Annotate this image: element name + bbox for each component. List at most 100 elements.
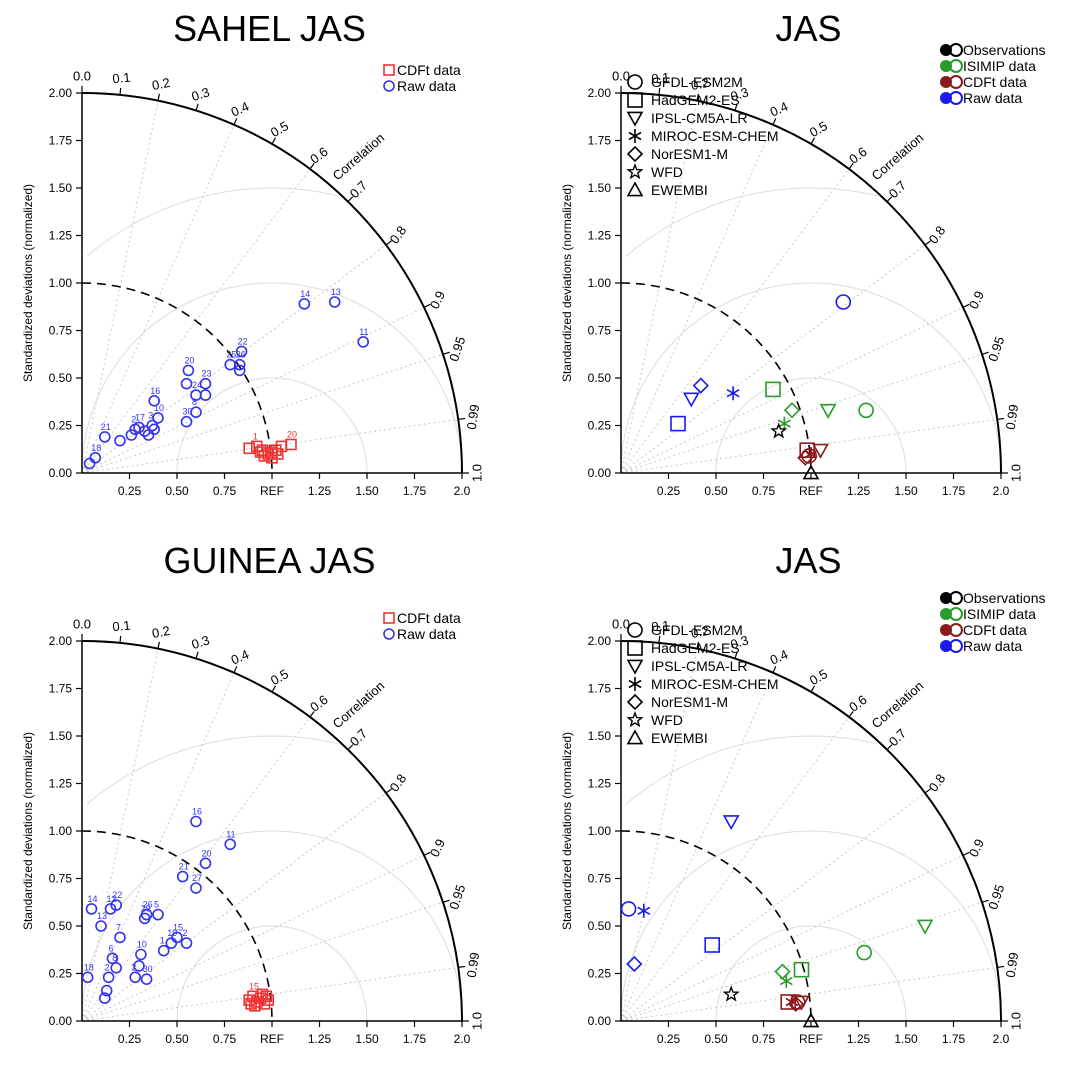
outer-arc	[620, 92, 1002, 474]
y-tick-label: 0.75	[49, 872, 73, 886]
correlation-ticks: 0.0 0.1 0.2 0.3 0.4 0.5 0.6 0.7 0.8 0.9 0.95 0.99 1.…	[73, 68, 484, 482]
correlation-tick	[734, 103, 738, 111]
x-tick-label: 1.75	[942, 484, 966, 498]
data-point	[770, 422, 788, 439]
series-raw-data	[670, 294, 852, 432]
correlation-tick	[233, 666, 238, 673]
legend-marker	[626, 711, 644, 728]
data-point	[180, 937, 193, 949]
correlation-tick-label: 0.4	[229, 99, 252, 120]
data-point	[258, 450, 271, 462]
correlation-tick	[157, 641, 160, 649]
y-tick-label: 1.00	[588, 276, 612, 290]
correlation-tick	[772, 118, 777, 125]
correlation-tick-label: 0.9	[427, 837, 448, 860]
correlation-tick-label: 0.4	[768, 99, 791, 120]
data-point	[243, 442, 255, 455]
data-point-label: 16	[150, 386, 160, 396]
data-point	[106, 952, 119, 965]
y-tick-label: 0.25	[49, 967, 73, 981]
y-tick-label: 1.75	[588, 682, 612, 696]
rmsd-circle	[625, 735, 878, 805]
x-tick-label: 1.50	[355, 484, 379, 498]
data-point	[102, 971, 115, 984]
rmsd-circle	[620, 830, 1002, 1022]
reference-arc	[620, 830, 812, 1022]
data-point-label: 11	[359, 327, 368, 337]
data-point	[180, 377, 193, 390]
data-point-label: 26	[236, 350, 246, 360]
legend-swatch-ring	[949, 59, 963, 73]
correlation-tick-label: 0.95	[446, 883, 468, 912]
data-point-label: 6	[108, 943, 113, 953]
x-tick-label: 2.0	[454, 1032, 471, 1046]
y-tick-label: 1.50	[49, 729, 73, 743]
correlation-tick-label: 0.2	[690, 623, 711, 641]
rmsd-circle	[81, 282, 463, 474]
correlation-label: Correlation	[330, 130, 388, 183]
correlation-tick-label: 0.1	[112, 618, 131, 635]
data-point	[271, 448, 284, 460]
data-point	[256, 988, 269, 1001]
correlation-tick-label: 0.5	[807, 118, 830, 140]
correlation-tick	[658, 87, 661, 95]
correlation-tick	[119, 87, 122, 95]
legend-marker	[383, 628, 395, 640]
legend-label: CDFt data	[397, 62, 461, 78]
legend-label: CDFt data	[397, 610, 461, 626]
data-point	[245, 998, 257, 1010]
y-tick-label: 0.75	[588, 872, 612, 886]
legend-swatch	[940, 92, 952, 104]
correlation-tick	[734, 651, 738, 659]
x-tick-label: REF	[799, 484, 823, 498]
data-point	[148, 394, 160, 407]
chart-title: JAS	[775, 8, 842, 49]
correlation-tick-label: 0.4	[229, 647, 252, 668]
correlation-tick	[962, 851, 970, 856]
data-point	[190, 406, 202, 419]
data-point	[224, 838, 236, 851]
outer-arc	[620, 640, 1002, 1022]
correlation-tick	[119, 635, 122, 643]
data-point	[858, 402, 874, 419]
correlation-tick-label: 0.3	[729, 632, 751, 652]
data-point-label: 1	[253, 431, 258, 441]
x-tick-label: 0.25	[118, 1032, 142, 1046]
y-tick-label: 0.25	[588, 419, 612, 433]
legend-marker	[626, 145, 644, 163]
legend-label: Raw data	[963, 638, 1022, 654]
legend-swatch	[940, 76, 952, 88]
legend-label: GFDL-ESM2M	[651, 622, 743, 638]
legend-marker	[627, 640, 643, 656]
data-point-label: 14	[300, 289, 310, 299]
data-point	[704, 937, 720, 953]
legend-marker	[627, 622, 643, 638]
data-point	[110, 899, 122, 911]
series-raw-data	[620, 815, 740, 973]
data-point	[692, 377, 709, 394]
x-tick-label: 1.25	[847, 484, 871, 498]
rmsd-circle	[715, 377, 907, 473]
data-point	[298, 298, 311, 310]
x-tick-label: 1.50	[355, 1032, 379, 1046]
correlation-tick-label: 0.7	[347, 726, 370, 749]
y-tick-label: 1.50	[49, 181, 73, 195]
correlation-tick	[886, 744, 893, 751]
correlation-tick-label: 0.0	[73, 616, 91, 631]
correlation-tick-label: 0.7	[347, 178, 370, 201]
correlation-tick-label: 0.8	[387, 771, 410, 794]
correlation-tick-label: 0.6	[307, 144, 330, 167]
panel-guinea: GUINEA JAS 0.00 0.25 0.50 0.75 1.00 1.25 1.50 1…	[0, 518, 539, 1046]
data-point	[783, 402, 801, 419]
data-point	[190, 815, 202, 828]
panel-sahel: SAHEL JAS 0.00 0.25 0.50 0.75 1.00 1.25 1.50 1.…	[0, 0, 539, 518]
rmsd-circle	[625, 187, 878, 257]
data-point-label: 3	[148, 411, 153, 421]
legend-swatch	[940, 624, 952, 636]
data-point	[819, 403, 837, 419]
correlation-tick-label: 0.7	[886, 178, 909, 201]
y-tick-label: 1.00	[588, 824, 612, 838]
data-point	[856, 944, 873, 961]
data-point-label: 10	[154, 403, 164, 413]
